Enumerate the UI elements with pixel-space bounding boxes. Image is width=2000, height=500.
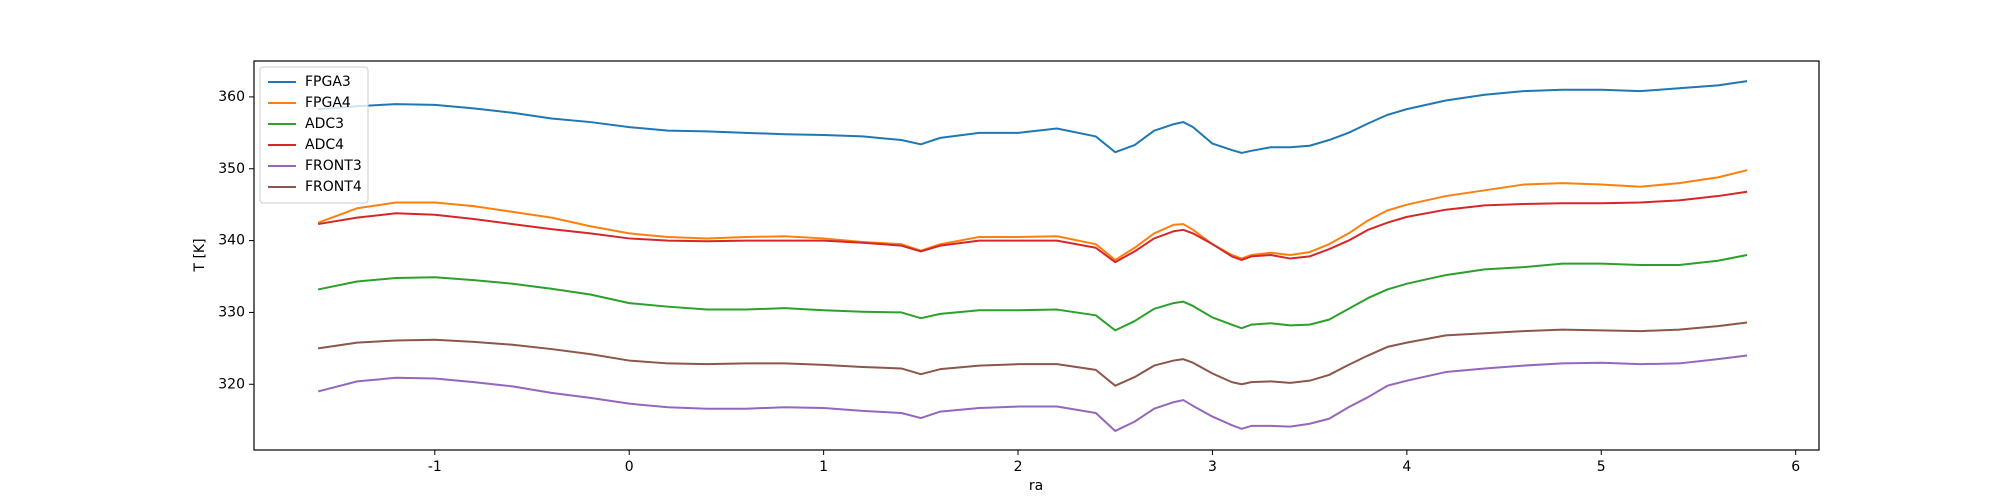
plot-frame xyxy=(253,60,1820,451)
x-axis-label: ra xyxy=(1029,478,1043,494)
y-axis-label: T [K] xyxy=(192,238,208,272)
x-tick-label: 3 xyxy=(1208,459,1217,475)
x-tick-label: 4 xyxy=(1402,459,1411,475)
data-line xyxy=(317,354,1748,432)
data-line xyxy=(317,253,1748,332)
data-line xyxy=(318,321,1748,387)
x-tick-label: 6 xyxy=(1791,459,1800,475)
x-tick-label: 2 xyxy=(1014,459,1023,475)
y-tick-label: 350 xyxy=(218,161,245,177)
data-line xyxy=(317,169,1748,261)
x-tick-label: 0 xyxy=(625,459,634,475)
legend-label: ADC4 xyxy=(305,137,344,153)
legend-label: ADC3 xyxy=(305,116,344,132)
legend-label: FPGA4 xyxy=(305,95,351,111)
y-tick-label: 320 xyxy=(218,376,245,392)
y-tick-label: 330 xyxy=(218,304,245,320)
x-tick-label: -1 xyxy=(428,459,442,475)
data-line xyxy=(318,80,1748,154)
y-tick-label: 340 xyxy=(218,233,245,249)
legend-box xyxy=(259,66,369,204)
legend-label: FRONT4 xyxy=(305,179,362,195)
y-tick-label: 360 xyxy=(218,89,245,105)
legend-label: FPGA3 xyxy=(305,74,351,90)
data-line xyxy=(317,190,1748,264)
legend-label: FRONT3 xyxy=(305,158,362,174)
x-tick-label: 5 xyxy=(1597,459,1606,475)
x-tick-label: 1 xyxy=(819,459,828,475)
